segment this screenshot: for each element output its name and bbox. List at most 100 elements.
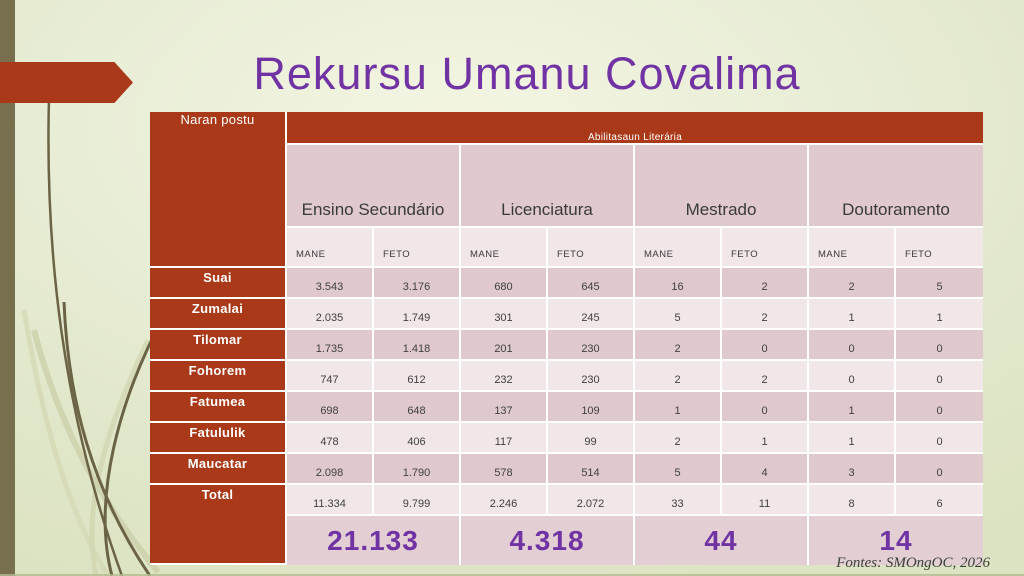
data-cell: 230 [548, 361, 635, 392]
data-cell: 1 [809, 392, 896, 423]
group-header-doutoramento: Doutoramento [809, 145, 984, 228]
row-label: Zumalai [150, 299, 287, 330]
data-cell: 2 [635, 330, 722, 361]
data-cell: 9.799 [374, 485, 461, 516]
arrow-accent-shape [0, 62, 133, 103]
table-row-fatululik: Fatululik 478 406 117 99 2 1 1 0 [150, 423, 984, 454]
grand-total-licenciatura: 4.318 [461, 516, 635, 565]
data-cell: 406 [374, 423, 461, 454]
data-cell: 680 [461, 268, 548, 299]
data-cell: 1.735 [287, 330, 374, 361]
corner-header: Naran postu [150, 112, 287, 268]
data-cell: 0 [722, 392, 809, 423]
data-cell: 0 [896, 330, 984, 361]
table-row-tilomar: Tilomar 1.735 1.418 201 230 2 0 0 0 [150, 330, 984, 361]
data-cell: 5 [635, 299, 722, 330]
data-cell: 0 [896, 392, 984, 423]
data-cell: 0 [722, 330, 809, 361]
bottom-divider [0, 574, 1024, 576]
data-cell: 3.176 [374, 268, 461, 299]
data-cell: 11 [722, 485, 809, 516]
source-note: Fontes: SMOngOC, 2026 [836, 555, 990, 571]
data-cell: 2.246 [461, 485, 548, 516]
data-cell: 1.790 [374, 454, 461, 485]
data-cell: 2.035 [287, 299, 374, 330]
data-cell: 232 [461, 361, 548, 392]
data-cell: 648 [374, 392, 461, 423]
data-cell: 1 [896, 299, 984, 330]
data-cell: 16 [635, 268, 722, 299]
row-label-total: Total [150, 485, 287, 565]
data-cell: 0 [896, 454, 984, 485]
data-cell: 2.072 [548, 485, 635, 516]
grand-total-doutoramento: 14 [809, 516, 984, 565]
table-row-fatumea: Fatumea 698 648 137 109 1 0 1 0 [150, 392, 984, 423]
data-cell: 301 [461, 299, 548, 330]
table-row-fohorem: Fohorem 747 612 232 230 2 2 0 0 [150, 361, 984, 392]
data-cell: 109 [548, 392, 635, 423]
subheader-feto: FETO [548, 228, 635, 268]
data-cell: 2 [722, 361, 809, 392]
grand-total-ensino-secundario: 21.133 [287, 516, 461, 565]
data-cell: 201 [461, 330, 548, 361]
table-row-total: Total 11.334 9.799 2.246 2.072 33 11 8 6 [150, 485, 984, 565]
data-cell: 245 [548, 299, 635, 330]
data-cell: 0 [896, 361, 984, 392]
data-cell: 5 [635, 454, 722, 485]
data-cell: 2.098 [287, 454, 374, 485]
group-header-licenciatura: Licenciatura [461, 145, 635, 228]
data-cell: 137 [461, 392, 548, 423]
data-cell: 2 [722, 299, 809, 330]
group-header-mestrado: Mestrado [635, 145, 809, 228]
data-cell: 5 [896, 268, 984, 299]
data-cell: 0 [809, 330, 896, 361]
data-cell: 612 [374, 361, 461, 392]
data-cell: 1 [809, 299, 896, 330]
data-cell: 698 [287, 392, 374, 423]
data-cell: 8 [809, 485, 896, 516]
subheader-mane: MANE [809, 228, 896, 268]
data-cell: 99 [548, 423, 635, 454]
data-cell: 3 [809, 454, 896, 485]
row-label: Maucatar [150, 454, 287, 485]
row-label: Suai [150, 268, 287, 299]
data-cell: 1 [722, 423, 809, 454]
subheader-feto: FETO [896, 228, 984, 268]
data-cell: 747 [287, 361, 374, 392]
data-cell: 0 [809, 361, 896, 392]
row-label: Fohorem [150, 361, 287, 392]
data-cell: 645 [548, 268, 635, 299]
data-cell: 230 [548, 330, 635, 361]
data-cell: 3.543 [287, 268, 374, 299]
data-cell: 4 [722, 454, 809, 485]
data-cell: 2 [722, 268, 809, 299]
data-cell: 1 [635, 392, 722, 423]
row-label: Fatululik [150, 423, 287, 454]
data-cell: 1.418 [374, 330, 461, 361]
data-cell: 578 [461, 454, 548, 485]
data-cell: 1 [809, 423, 896, 454]
data-cell: 2 [635, 423, 722, 454]
data-cell: 478 [287, 423, 374, 454]
subheader-feto: FETO [374, 228, 461, 268]
data-cell: 0 [896, 423, 984, 454]
sidebar-accent-bar [0, 0, 15, 576]
table-row-zumalai: Zumalai 2.035 1.749 301 245 5 2 1 1 [150, 299, 984, 330]
data-cell: 117 [461, 423, 548, 454]
group-header-ensino-secundario: Ensino Secundário [287, 145, 461, 228]
table-row-maucatar: Maucatar 2.098 1.790 578 514 5 4 3 0 [150, 454, 984, 485]
data-cell: 2 [635, 361, 722, 392]
row-label: Fatumea [150, 392, 287, 423]
subheader-mane: MANE [635, 228, 722, 268]
grand-total-mestrado: 44 [635, 516, 809, 565]
subheader-feto: FETO [722, 228, 809, 268]
data-cell: 514 [548, 454, 635, 485]
literacy-span-header: Abilitasaun Literária [287, 112, 984, 145]
slide-title: Rekursu Umanu Covalima [253, 48, 801, 99]
data-cell: 33 [635, 485, 722, 516]
subheader-mane: MANE [461, 228, 548, 268]
data-cell: 11.334 [287, 485, 374, 516]
data-cell: 6 [896, 485, 984, 516]
row-label: Tilomar [150, 330, 287, 361]
